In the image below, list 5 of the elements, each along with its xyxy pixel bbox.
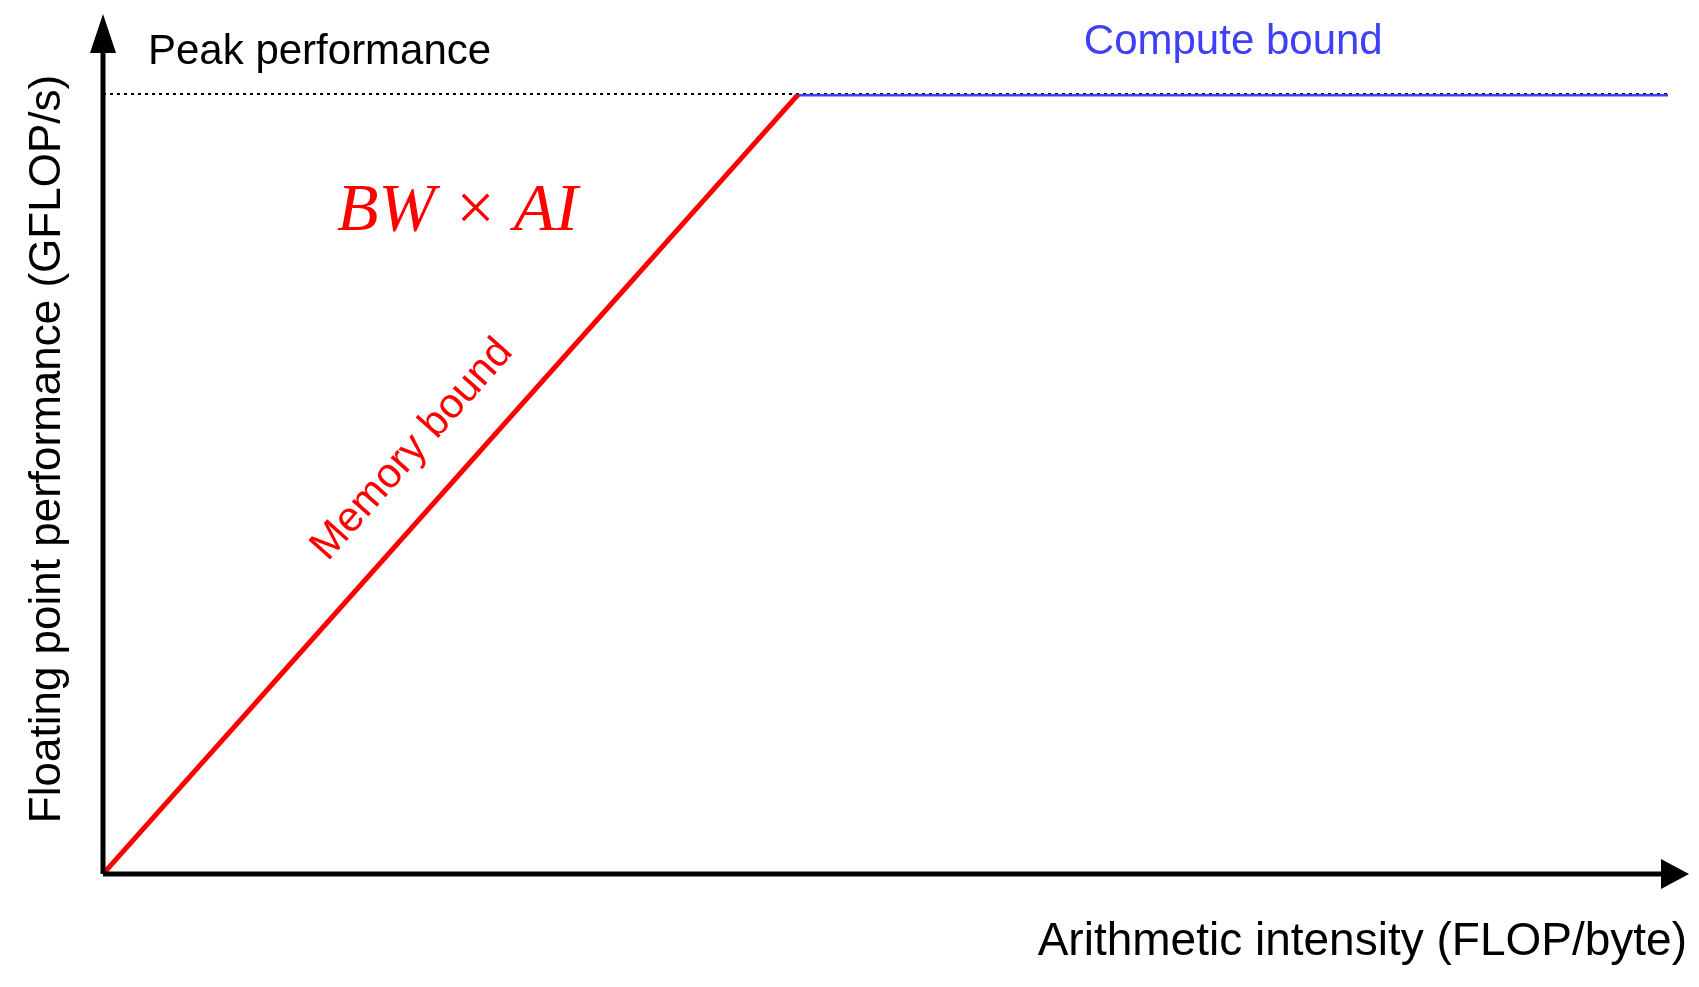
x-axis-title: Arithmetic intensity (FLOP/byte) (1037, 913, 1687, 965)
annotation: BW × AI (336, 169, 582, 245)
legend-label: Peak performance (148, 26, 492, 73)
series-label: Compute bound (1083, 16, 1383, 63)
y-axis-title: Floating point performance (GFLOP/s) (20, 74, 69, 824)
